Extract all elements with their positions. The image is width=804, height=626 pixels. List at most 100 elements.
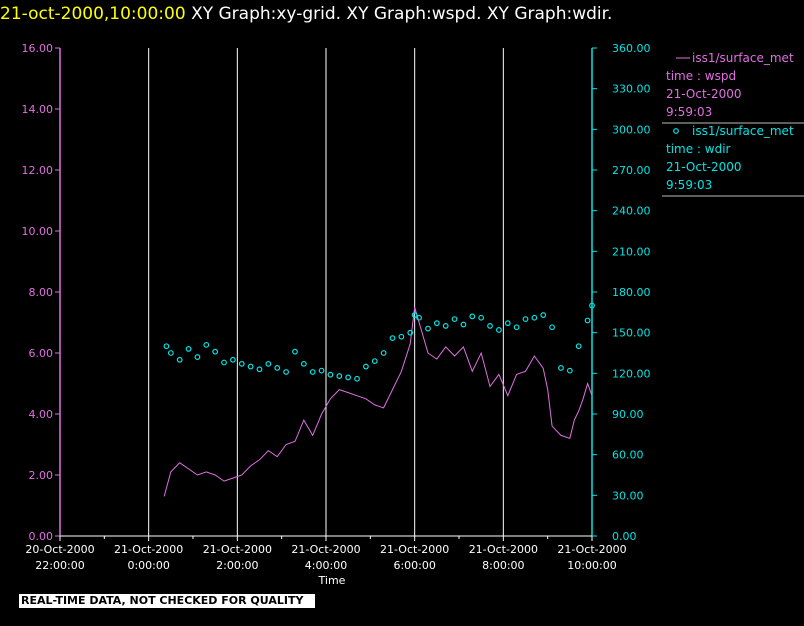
- wdir-point: [540, 312, 547, 318]
- right-tick-label: 30.00: [612, 489, 644, 502]
- wdir-point: [522, 316, 529, 323]
- wdir-point: [256, 366, 263, 373]
- wdir-point: [212, 348, 219, 355]
- wdir-point: [425, 325, 431, 332]
- left-tick-label: 8.00: [29, 286, 54, 299]
- left-tick-label: 14.00: [22, 103, 54, 116]
- wdir-point: [221, 359, 227, 366]
- wdir-point: [354, 375, 360, 382]
- wdir-point: [433, 320, 440, 327]
- left-tick-label: 0.00: [29, 530, 54, 543]
- wdir-point: [327, 371, 334, 378]
- legend-variable: time : wdir: [666, 142, 731, 156]
- wdir-point: [398, 333, 405, 340]
- wdir-point: [185, 346, 192, 352]
- right-tick-label: 0.00: [612, 530, 637, 543]
- wdir-point: [469, 313, 476, 320]
- wdir-point: [167, 350, 174, 356]
- x-tick-date: 21-Oct-2000: [203, 543, 272, 556]
- legend-date: 21-Oct-2000: [666, 160, 742, 174]
- legend-time: 9:59:03: [666, 105, 712, 119]
- x-tick-time: 22:00:00: [35, 559, 84, 572]
- wdir-point: [584, 317, 591, 324]
- wspd-line: [163, 307, 593, 497]
- wdir-point: [363, 363, 369, 370]
- series-layer: [163, 302, 595, 497]
- right-tick-label: 60.00: [612, 449, 644, 462]
- wdir-point: [274, 365, 281, 371]
- right-tick-label: 210.00: [612, 245, 651, 258]
- quality-warning: REAL-TIME DATA, NOT CHECKED FOR QUALITY: [19, 594, 316, 608]
- right-tick-label: 360.00: [612, 42, 651, 55]
- wdir-point: [309, 369, 316, 375]
- title-graph-list: XY Graph:xy-grid. XY Graph:wspd. XY Grap…: [191, 4, 613, 24]
- right-tick-label: 150.00: [612, 327, 651, 340]
- wdir-point: [504, 320, 511, 327]
- x-tick-date: 21-Oct-2000: [557, 543, 626, 556]
- legend-source: iss1/surface_met: [692, 51, 794, 65]
- wdir-point: [265, 360, 272, 367]
- wdir-point: [247, 363, 254, 370]
- wdir-point: [558, 365, 564, 371]
- axes: 0.00 2.00 4.00 6.00 8.00 10.00 12.00 14.00 16.00…: [22, 42, 651, 587]
- wdir-point: [411, 312, 418, 318]
- wdir-point: [229, 356, 236, 363]
- wdir-point: [566, 367, 573, 374]
- legend-variable: time : wspd: [666, 69, 736, 83]
- wdir-point: [407, 329, 414, 336]
- right-tick-label: 240.00: [612, 205, 651, 218]
- right-tick-label: 90.00: [612, 408, 644, 421]
- wdir-point: [496, 327, 502, 333]
- wdir-point: [163, 343, 170, 350]
- right-tick-label: 120.00: [612, 367, 651, 380]
- left-tick-label: 4.00: [29, 408, 54, 421]
- wdir-point: [194, 354, 201, 360]
- x-tick-date: 21-Oct-2000: [380, 543, 449, 556]
- left-tick-label: 6.00: [29, 347, 54, 360]
- x-tick-date: 20-Oct-2000: [25, 543, 94, 556]
- right-tick-label: 300.00: [612, 123, 651, 136]
- wdir-point: [283, 369, 290, 375]
- title-bar: 21-oct-2000,10:00:00 XY Graph:xy-grid. X…: [0, 3, 612, 25]
- left-tick-label: 10.00: [22, 225, 54, 238]
- left-tick-label: 2.00: [29, 469, 54, 482]
- wdir-point: [336, 373, 343, 379]
- right-tick-label: 180.00: [612, 286, 651, 299]
- wdir-point: [176, 356, 183, 363]
- vertical-grid: [148, 48, 593, 536]
- wdir-point: [589, 302, 595, 309]
- wdir-point: [238, 360, 245, 367]
- x-tick-date: 21-Oct-2000: [291, 543, 360, 556]
- legend-source: iss1/surface_met: [692, 124, 794, 138]
- wdir-point: [300, 360, 307, 367]
- wdir-point: [478, 314, 485, 321]
- wdir-point: [451, 316, 458, 323]
- wdir-point: [513, 324, 520, 331]
- wdir-point: [345, 374, 352, 381]
- legend-circle-swatch: [673, 128, 679, 134]
- title-timestamp: 21-oct-2000,10:00:00: [0, 4, 186, 24]
- x-tick-time: 0:00:00: [127, 559, 169, 572]
- legend-date: 21-Oct-2000: [666, 87, 742, 101]
- x-tick-time: 4:00:00: [305, 559, 347, 572]
- wdir-point: [380, 350, 387, 356]
- x-axis-title: Time: [318, 574, 346, 587]
- x-tick-date: 21-Oct-2000: [114, 543, 183, 556]
- wdir-point: [549, 324, 555, 331]
- wdir-point: [371, 358, 378, 365]
- wdir-point: [531, 314, 538, 321]
- x-tick-time: 6:00:00: [393, 559, 435, 572]
- legend-time: 9:59:03: [666, 178, 712, 192]
- wdir-point: [203, 341, 210, 348]
- right-tick-label: 270.00: [612, 164, 651, 177]
- wdir-point: [389, 335, 396, 341]
- wdir-point: [416, 314, 423, 321]
- wdir-point: [575, 343, 582, 350]
- x-tick-time: 8:00:00: [482, 559, 524, 572]
- wdir-point: [318, 367, 325, 374]
- wdir-point: [487, 322, 493, 329]
- x-tick-date: 21-Oct-2000: [469, 543, 538, 556]
- x-tick-time: 10:00:00: [567, 559, 616, 572]
